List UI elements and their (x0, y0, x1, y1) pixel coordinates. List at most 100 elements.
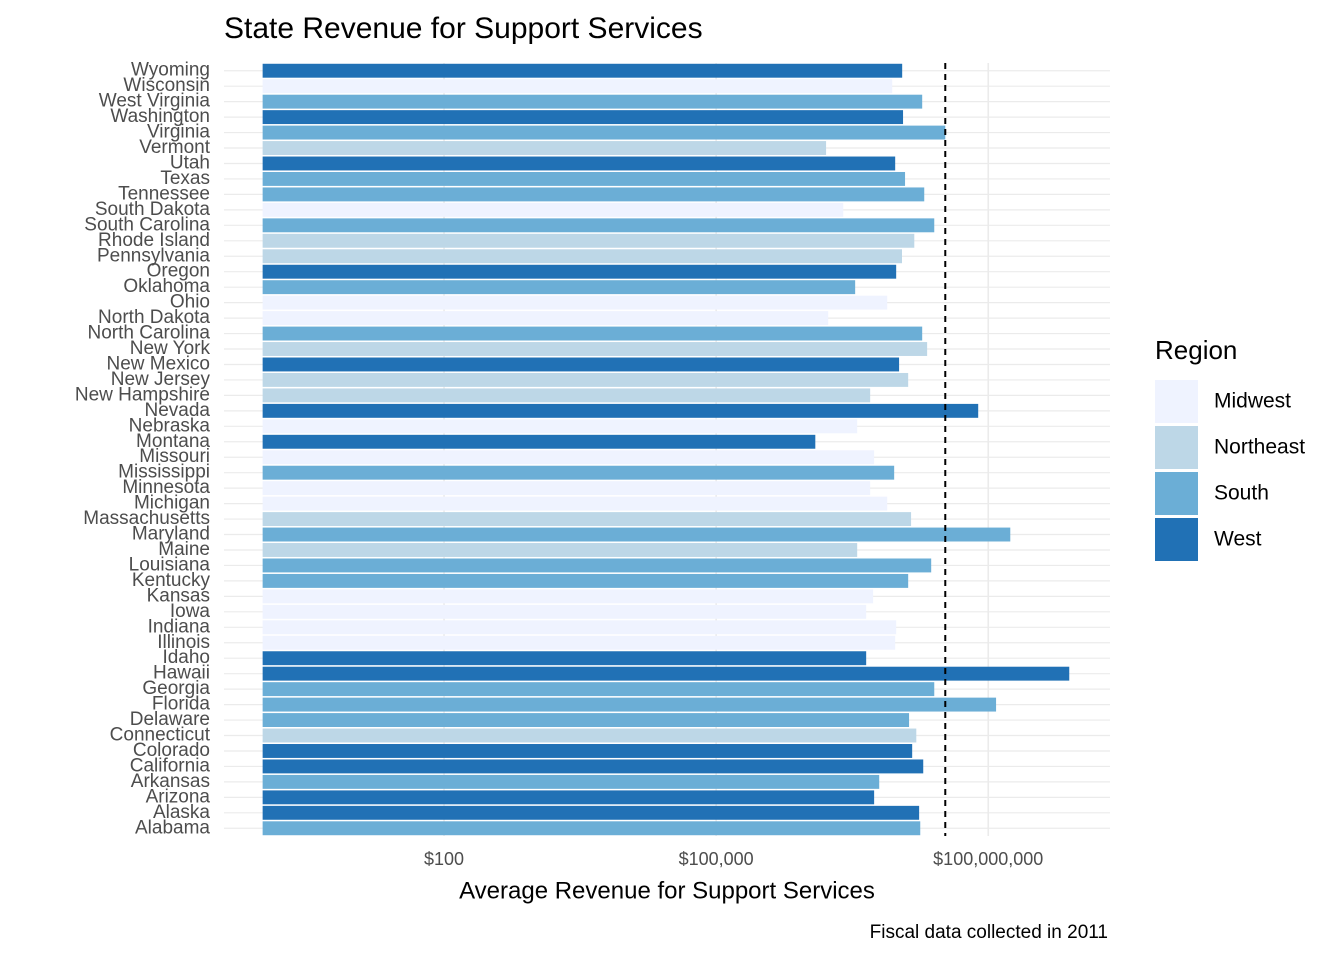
y-tick-label: New Hampshire (75, 384, 210, 405)
y-tick-label: Nevada (145, 400, 211, 421)
legend-label: Midwest (1214, 390, 1291, 413)
legend-label: South (1214, 482, 1269, 505)
bar (262, 666, 1070, 681)
y-tick-label: Utah (170, 153, 210, 174)
bar (262, 357, 900, 372)
bar (262, 759, 924, 774)
bar (262, 94, 923, 109)
y-tick-label: Washington (110, 106, 210, 127)
x-axis-label: Average Revenue for Support Services (459, 877, 875, 904)
bar (262, 280, 856, 295)
y-tick-label: South Carolina (84, 214, 210, 235)
y-tick-label: North Dakota (98, 307, 210, 328)
bar (262, 141, 827, 155)
bar (262, 249, 903, 264)
y-tick-label: Oregon (147, 261, 210, 282)
bar (262, 651, 867, 666)
y-tick-label: Wisconsin (123, 75, 210, 96)
bar (262, 728, 917, 743)
y-tick-label: Mississippi (118, 462, 210, 483)
bar (262, 496, 888, 511)
bar (262, 589, 874, 604)
bar (262, 558, 932, 573)
bar (262, 573, 909, 588)
bar (262, 388, 871, 403)
bar (262, 635, 896, 650)
bar (262, 63, 903, 78)
bar (262, 79, 893, 94)
y-tick-label: Pennsylvania (97, 245, 210, 266)
bar (262, 372, 909, 387)
bar (262, 682, 935, 697)
bar (262, 620, 897, 635)
bar (262, 326, 923, 341)
y-tick-label: Nebraska (129, 415, 211, 436)
legend-key (1155, 380, 1198, 423)
y-tick-label: Delaware (130, 709, 210, 730)
y-tick-label: Ohio (170, 292, 210, 313)
y-tick-label: New York (130, 338, 211, 359)
bar (262, 156, 896, 171)
bar (262, 187, 925, 202)
bar (262, 543, 858, 557)
y-tick-label: Rhode Island (98, 230, 210, 251)
y-tick-label: Maryland (132, 524, 210, 545)
y-tick-label: Massachusetts (83, 508, 210, 529)
bar (262, 450, 875, 465)
legend-label: Northeast (1214, 436, 1305, 459)
y-tick-label: Iowa (170, 601, 211, 622)
bar (262, 713, 910, 728)
legend-title: Region (1155, 335, 1237, 365)
bar (262, 202, 844, 217)
y-tick-label: Vermont (139, 137, 210, 158)
y-tick-label: Texas (160, 168, 210, 189)
y-tick-label: Kansas (147, 585, 210, 606)
x-tick-label: $100,000,000 (933, 849, 1043, 869)
y-tick-label: Missouri (139, 446, 210, 467)
y-tick-label: Oklahoma (123, 276, 210, 297)
bar (262, 434, 816, 449)
y-tick-label: Maine (158, 539, 210, 560)
y-tick-label: Idaho (162, 647, 210, 668)
bar (262, 512, 912, 527)
bar (262, 342, 928, 356)
y-tick-label: Michigan (134, 493, 210, 514)
bar (262, 604, 867, 619)
y-tick-label: Florida (152, 694, 211, 715)
y-tick-label: New Mexico (107, 353, 210, 374)
bar (262, 110, 904, 125)
bar (262, 805, 920, 820)
y-tick-label: Montana (136, 431, 210, 452)
y-tick-label: South Dakota (95, 199, 211, 220)
y-tick-label: Illinois (157, 632, 210, 653)
legend-key (1155, 472, 1198, 515)
y-tick-label: Georgia (142, 678, 210, 699)
x-tick-label: $100 (424, 849, 464, 869)
bar (262, 774, 880, 789)
y-tick-label: Hawaii (153, 663, 210, 684)
y-tick-label: Tennessee (118, 183, 210, 204)
y-tick-label: New Jersey (111, 369, 211, 390)
bar (262, 403, 979, 418)
y-tick-label: Kentucky (132, 570, 211, 591)
bar (262, 697, 997, 712)
y-tick-label: Colorado (133, 740, 210, 761)
bar (262, 171, 906, 186)
caption: Fiscal data collected in 2011 (870, 922, 1108, 943)
bar (262, 790, 875, 805)
legend-label: West (1214, 528, 1262, 551)
bar (262, 311, 829, 326)
bar (262, 125, 946, 140)
legend-key (1155, 426, 1198, 469)
bar (262, 481, 871, 496)
bar (262, 821, 921, 836)
bar (262, 465, 895, 480)
bar (262, 527, 1011, 542)
bar (262, 264, 897, 279)
legend-key (1155, 518, 1198, 561)
y-tick-label: California (130, 755, 211, 776)
x-tick-label: $100,000 (679, 849, 754, 869)
y-tick-label: West Virginia (99, 91, 211, 112)
bar (262, 218, 935, 233)
